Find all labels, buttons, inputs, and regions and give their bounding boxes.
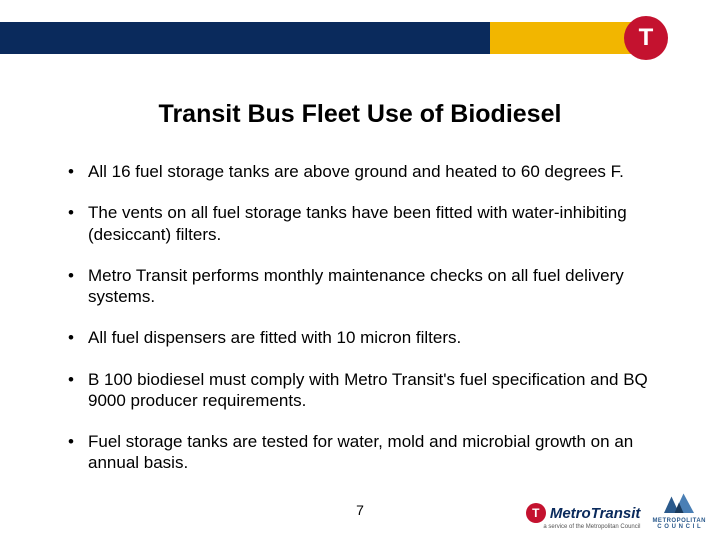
list-item: The vents on all fuel storage tanks have…: [60, 202, 660, 245]
metro-transit-logo: T MetroTransit a service of the Metropol…: [526, 503, 641, 530]
header-logo-circle: T: [624, 16, 668, 60]
metro-transit-word2: Transit: [591, 505, 641, 522]
slide-content: Transit Bus Fleet Use of Biodiesel All 1…: [0, 100, 720, 494]
met-council-logo: METROPOLITAN C O U N C I L: [652, 492, 706, 530]
list-item: Metro Transit performs monthly maintenan…: [60, 265, 660, 308]
metro-transit-circle-letter: T: [532, 506, 539, 520]
met-council-text: METROPOLITAN C O U N C I L: [652, 518, 706, 530]
metro-transit-wordmark: MetroTransit: [550, 505, 641, 522]
metro-transit-logo-main: T MetroTransit: [526, 503, 641, 523]
header-yellow-bar: [490, 22, 646, 54]
met-council-icon: [661, 492, 697, 516]
bullet-list: All 16 fuel storage tanks are above grou…: [60, 161, 660, 474]
header-blue-bar: [0, 22, 490, 54]
metro-transit-circle-icon: T: [526, 503, 546, 523]
metro-transit-tagline: a service of the Metropolitan Council: [543, 524, 640, 530]
list-item: Fuel storage tanks are tested for water,…: [60, 431, 660, 474]
header-logo-letter: T: [639, 24, 654, 52]
list-item: B 100 biodiesel must comply with Metro T…: [60, 369, 660, 412]
metro-transit-word1: Metro: [550, 505, 591, 522]
footer-logos: T MetroTransit a service of the Metropol…: [526, 492, 706, 530]
list-item: All fuel dispensers are fitted with 10 m…: [60, 327, 660, 348]
met-council-line2: C O U N C I L: [652, 524, 706, 530]
list-item: All 16 fuel storage tanks are above grou…: [60, 161, 660, 182]
header-band: T: [0, 22, 720, 54]
slide-title: Transit Bus Fleet Use of Biodiesel: [60, 100, 660, 129]
